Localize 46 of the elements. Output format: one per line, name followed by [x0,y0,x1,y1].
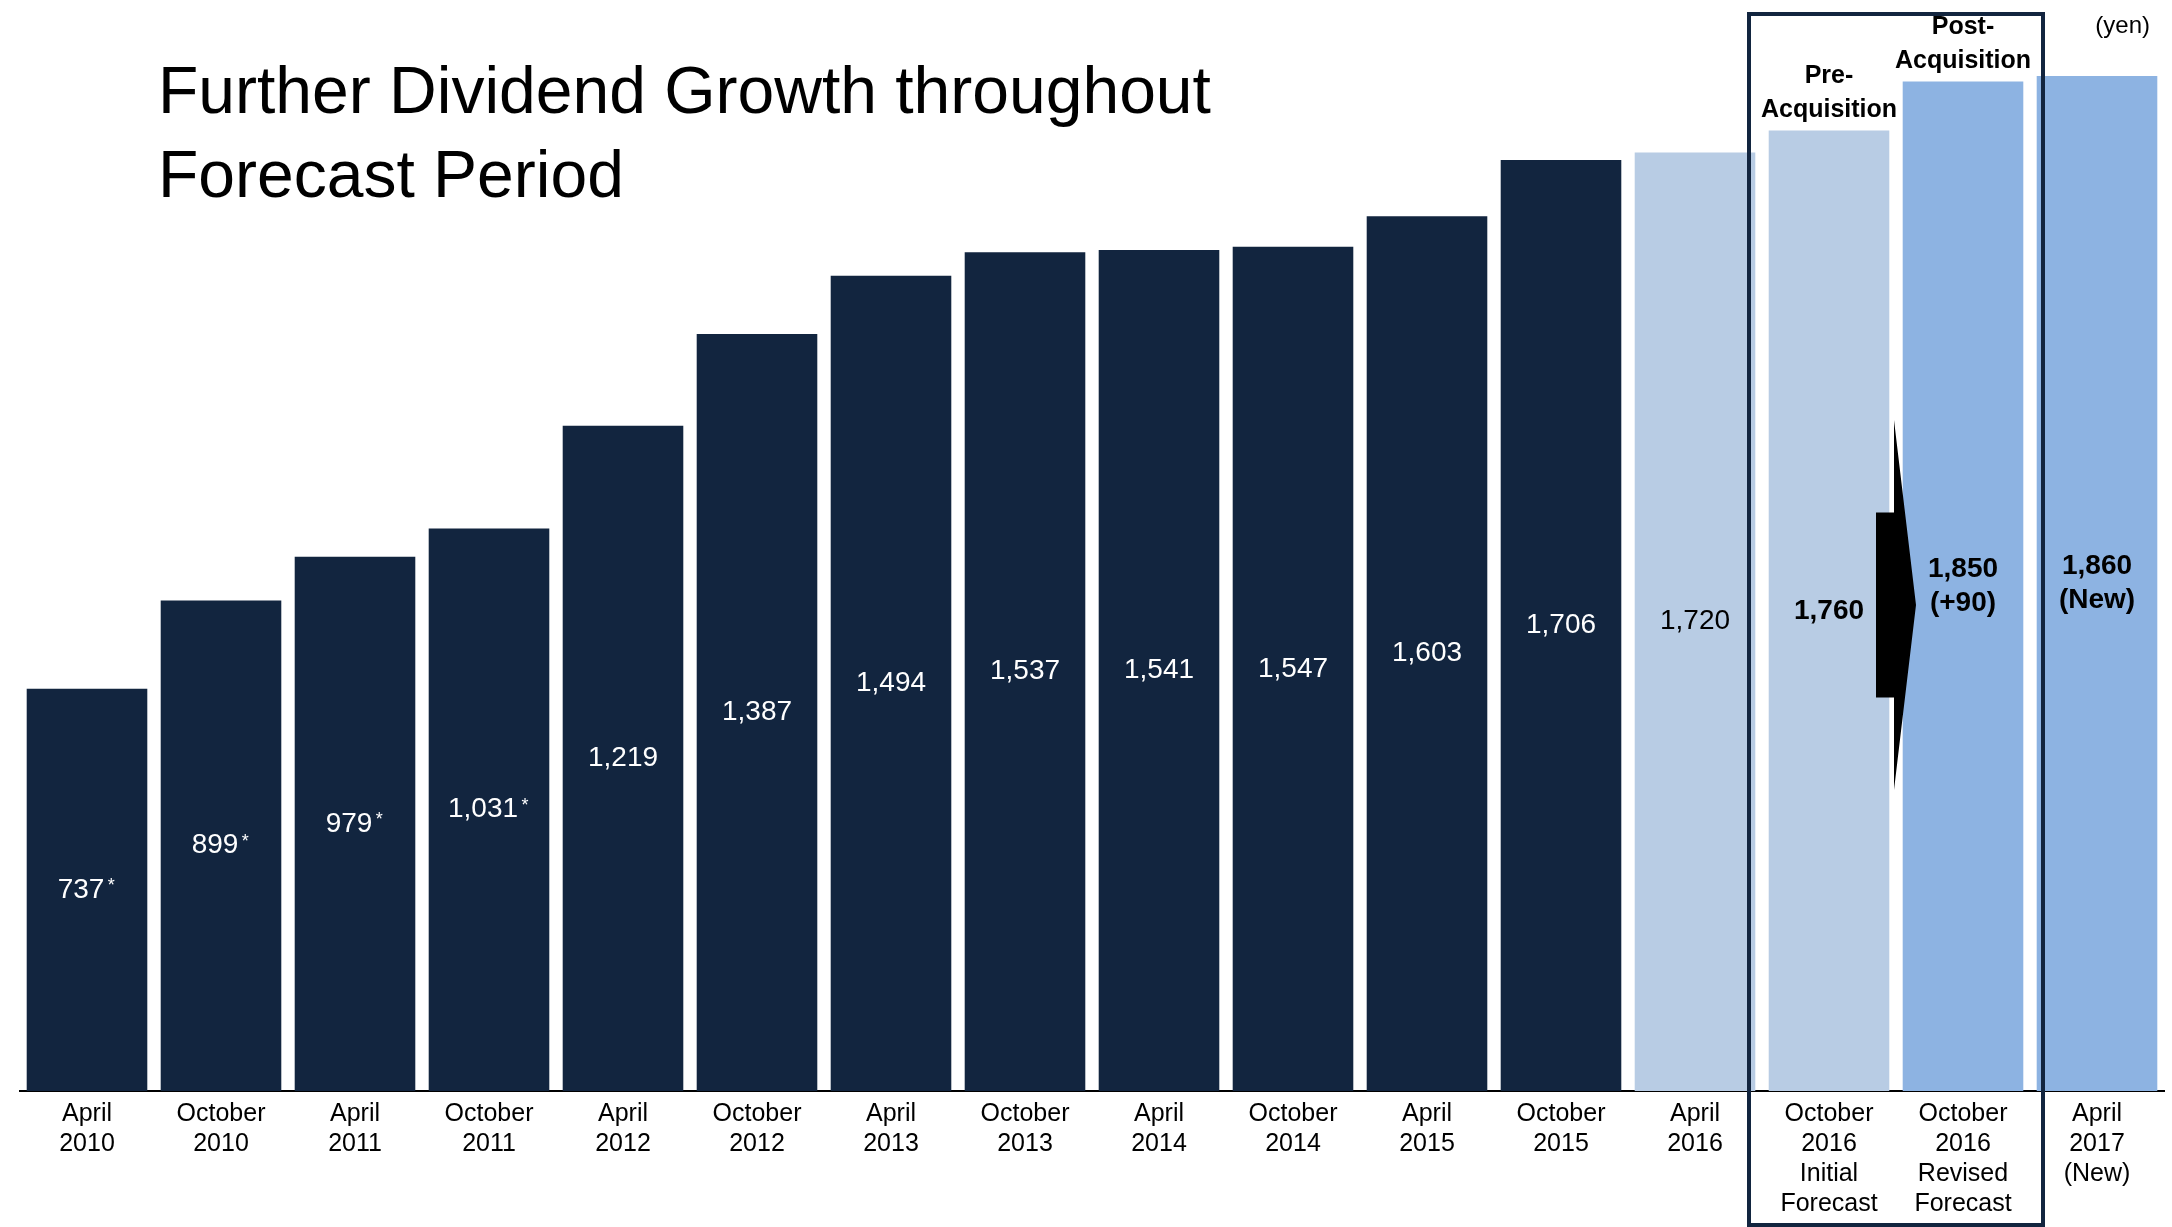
data-label: 737* [57,872,115,904]
bar [1098,250,1220,1091]
x-tick-label: April 2017 (New) [2063,1097,2131,1186]
data-label: 1,547 [1257,651,1329,683]
text: (yen) [2095,10,2150,38]
data-label: 1,603 [1391,636,1463,668]
bar [26,688,148,1091]
x-tick-label: October 2012 [712,1097,802,1156]
data-label: 1,031* [447,792,529,824]
data-label: 1,219 [587,741,659,773]
bar [1232,246,1354,1091]
x-tick-label: October 2013 [980,1097,1070,1156]
data-label: 1,387 [721,695,793,727]
data-label: 1,850 (+90) [1927,551,1999,617]
x-tick-label: October 2016 Revised Forecast [1914,1097,2012,1216]
bar [1500,160,1622,1091]
bar [964,252,1086,1091]
data-label: 1,537 [989,654,1061,686]
x-tick-label: April 2014 [1131,1097,1187,1156]
x-tick-label: October 2014 [1248,1097,1338,1156]
x-tick-label: April 2011 [328,1097,382,1156]
data-label: 1,760 [1793,593,1865,625]
data-label: 979* [325,806,383,838]
bar [294,556,416,1091]
x-tick-label: April 2015 [1399,1097,1455,1156]
bar [1366,216,1488,1091]
data-label: 899* [191,828,249,860]
chart-title: Further Dividend Growth throughout Forecast Period [158,52,1212,213]
x-tick-label: April 2016 [1667,1097,1723,1156]
bar [428,528,550,1091]
data-label: 1,706 [1525,608,1597,640]
data-label: 1,541 [1123,653,1195,685]
x-tick-label: October 2010 [176,1097,266,1156]
bar [160,600,282,1091]
x-tick-label: October 2011 [444,1097,534,1156]
x-tick-label: April 2012 [595,1097,651,1156]
x-tick-label: April 2010 [59,1097,115,1156]
bar [696,334,818,1091]
data-label: 1,494 [855,666,927,698]
data-label: 1,720 [1659,604,1731,636]
data-label: 1,860 (New) [2058,549,2136,615]
x-tick-label: October 2015 [1516,1097,1606,1156]
x-tick-label: October 2016 Initial Forecast [1780,1097,1878,1216]
bar [830,275,952,1091]
x-tick-label: April 2013 [863,1097,919,1156]
bar [562,425,684,1091]
